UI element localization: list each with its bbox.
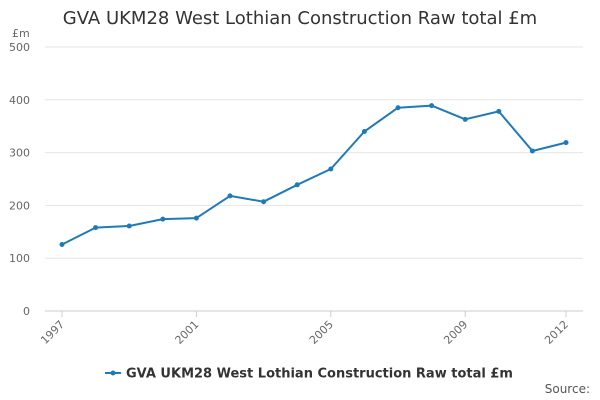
series-layer bbox=[59, 103, 569, 247]
x-tick-label: 2012 bbox=[542, 318, 571, 347]
grid-layer bbox=[45, 46, 583, 259]
data-point bbox=[496, 108, 502, 114]
y-tick-label: 300 bbox=[9, 147, 30, 160]
y-tick-label: 200 bbox=[9, 199, 30, 212]
legend-marker-swatch bbox=[110, 370, 116, 376]
data-point bbox=[227, 193, 233, 199]
x-tick-label: 2001 bbox=[173, 318, 202, 347]
data-point bbox=[126, 223, 132, 229]
chart-title: GVA UKM28 West Lothian Construction Raw … bbox=[62, 8, 538, 29]
y-tick-label: 400 bbox=[9, 94, 30, 107]
data-point bbox=[328, 166, 334, 172]
y-tick-label: 100 bbox=[9, 252, 30, 265]
data-point bbox=[93, 225, 99, 231]
data-point bbox=[529, 148, 535, 154]
series-line bbox=[61, 104, 567, 246]
legend-label: GVA UKM28 West Lothian Construction Raw … bbox=[126, 367, 513, 382]
data-point bbox=[563, 140, 569, 146]
y-tick-label: 500 bbox=[9, 41, 30, 54]
source-label: Source: bbox=[544, 382, 590, 396]
data-point bbox=[59, 241, 65, 247]
x-tick-label: 1997 bbox=[38, 318, 67, 347]
legend[interactable]: GVA UKM28 West Lothian Construction Raw … bbox=[105, 367, 513, 382]
x-tick-label: 2005 bbox=[307, 318, 336, 347]
data-point bbox=[462, 116, 468, 122]
y-axis-unit-label: £m bbox=[12, 27, 30, 40]
data-point bbox=[429, 103, 435, 109]
data-point bbox=[294, 182, 300, 188]
data-point bbox=[261, 199, 267, 205]
axis-layer: 0 100 200 300 400 500 1997 2001 2005 2009 2012 bbox=[9, 41, 583, 347]
data-point bbox=[361, 128, 367, 134]
data-point bbox=[160, 216, 166, 222]
y-tick-label: 0 bbox=[23, 305, 30, 318]
data-point bbox=[395, 105, 401, 111]
data-point bbox=[193, 215, 199, 221]
x-tick-label: 2009 bbox=[441, 318, 470, 347]
